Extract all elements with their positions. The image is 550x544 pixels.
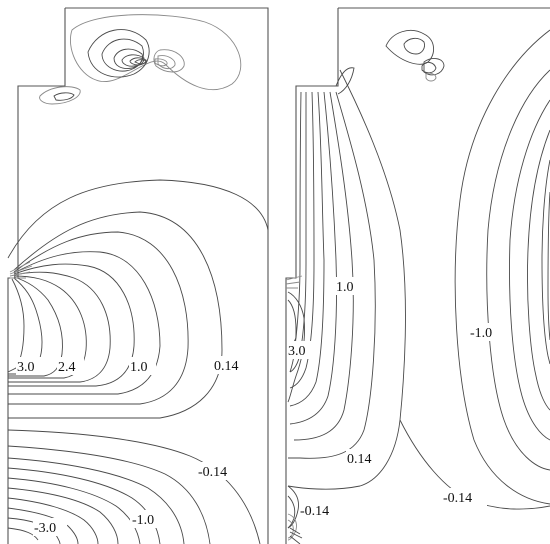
right-label-neg-1-0: -1.0 xyxy=(470,326,492,341)
left-label-2-4: 2.4 xyxy=(58,360,76,375)
left-domain-outline xyxy=(7,7,269,544)
right-label-neg-0-14-right: -0.14 xyxy=(443,491,472,506)
right-bottom-contours xyxy=(287,485,303,544)
right-domain-outline xyxy=(285,7,550,544)
right-positive-contours xyxy=(285,69,406,490)
right-label-1-0: 1.0 xyxy=(336,280,354,295)
left-label-0-14: 0.14 xyxy=(214,359,239,374)
right-negative-contours xyxy=(399,29,550,510)
left-label-3-0: 3.0 xyxy=(17,360,35,375)
left-label-neg-3-0: -3.0 xyxy=(34,521,56,536)
left-contour-panel: 3.0 2.4 1.0 0.14 -0.14 -3.0 -1.0 xyxy=(7,7,269,544)
right-label-neg-0-14-left: -0.14 xyxy=(300,504,329,519)
left-top-contours xyxy=(39,14,242,105)
right-top-contours xyxy=(335,30,445,95)
left-contour-labels: 3.0 2.4 1.0 0.14 -0.14 -3.0 -1.0 xyxy=(16,356,247,536)
right-label-0-14: 0.14 xyxy=(347,452,372,467)
left-label-neg-0-14: -0.14 xyxy=(198,465,227,480)
right-contour-labels: 1.0 3.0 -1.0 0.14 -0.14 -0.14 xyxy=(287,277,508,519)
left-negative-contours xyxy=(7,429,261,544)
left-label-neg-1-0: -1.0 xyxy=(132,513,154,528)
left-positive-contours xyxy=(7,179,269,419)
left-label-1-0: 1.0 xyxy=(130,360,148,375)
right-label-3-0: 3.0 xyxy=(288,344,306,359)
right-contour-panel: 1.0 3.0 -1.0 0.14 -0.14 -0.14 xyxy=(285,7,550,544)
